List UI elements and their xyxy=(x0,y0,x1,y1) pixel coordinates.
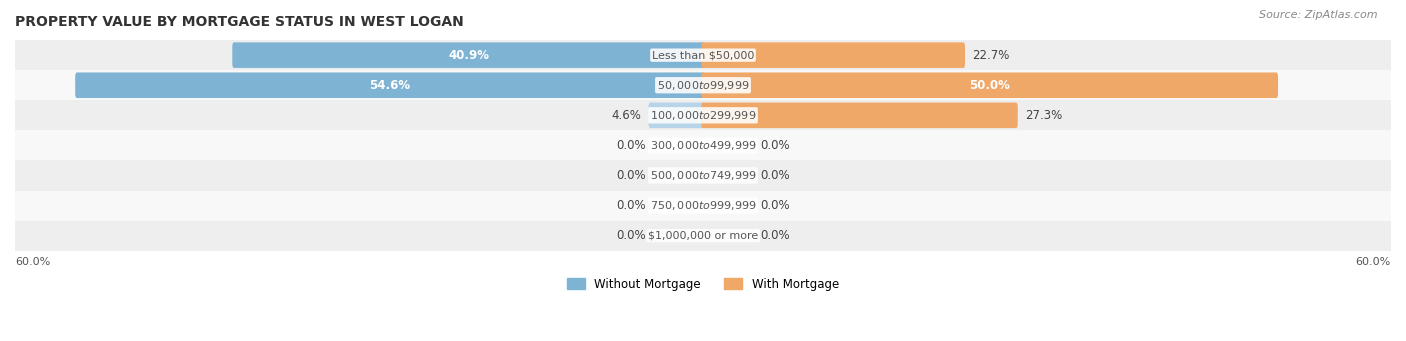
Text: 60.0%: 60.0% xyxy=(15,257,51,267)
Bar xyxy=(0,70,1406,100)
Text: $50,000 to $99,999: $50,000 to $99,999 xyxy=(657,79,749,92)
Bar xyxy=(0,130,1406,160)
Text: 50.0%: 50.0% xyxy=(969,79,1010,92)
Text: PROPERTY VALUE BY MORTGAGE STATUS IN WEST LOGAN: PROPERTY VALUE BY MORTGAGE STATUS IN WES… xyxy=(15,15,464,29)
Text: 0.0%: 0.0% xyxy=(616,199,645,212)
Text: 27.3%: 27.3% xyxy=(1025,109,1063,122)
Bar xyxy=(0,221,1406,251)
Text: $300,000 to $499,999: $300,000 to $499,999 xyxy=(650,139,756,152)
FancyBboxPatch shape xyxy=(702,42,965,68)
Text: $500,000 to $749,999: $500,000 to $749,999 xyxy=(650,169,756,182)
Text: 0.0%: 0.0% xyxy=(616,169,645,182)
FancyBboxPatch shape xyxy=(75,72,704,98)
Text: $750,000 to $999,999: $750,000 to $999,999 xyxy=(650,199,756,212)
Text: 0.0%: 0.0% xyxy=(616,229,645,242)
Text: 54.6%: 54.6% xyxy=(370,79,411,92)
Text: Less than $50,000: Less than $50,000 xyxy=(652,50,754,60)
Bar xyxy=(0,191,1406,221)
Bar xyxy=(0,160,1406,191)
Text: 40.9%: 40.9% xyxy=(449,49,489,62)
Text: $1,000,000 or more: $1,000,000 or more xyxy=(648,231,758,241)
FancyBboxPatch shape xyxy=(702,103,1018,128)
Text: 0.0%: 0.0% xyxy=(616,139,645,152)
Text: 22.7%: 22.7% xyxy=(973,49,1010,62)
Text: $100,000 to $299,999: $100,000 to $299,999 xyxy=(650,109,756,122)
Text: 0.0%: 0.0% xyxy=(761,229,790,242)
Text: 60.0%: 60.0% xyxy=(1355,257,1391,267)
Legend: Without Mortgage, With Mortgage: Without Mortgage, With Mortgage xyxy=(562,273,844,295)
FancyBboxPatch shape xyxy=(702,72,1278,98)
Bar xyxy=(0,100,1406,130)
Text: 0.0%: 0.0% xyxy=(761,139,790,152)
Text: 4.6%: 4.6% xyxy=(612,109,641,122)
FancyBboxPatch shape xyxy=(648,103,704,128)
FancyBboxPatch shape xyxy=(232,42,704,68)
Text: Source: ZipAtlas.com: Source: ZipAtlas.com xyxy=(1260,10,1378,20)
Bar xyxy=(0,40,1406,70)
Text: 0.0%: 0.0% xyxy=(761,169,790,182)
Text: 0.0%: 0.0% xyxy=(761,199,790,212)
